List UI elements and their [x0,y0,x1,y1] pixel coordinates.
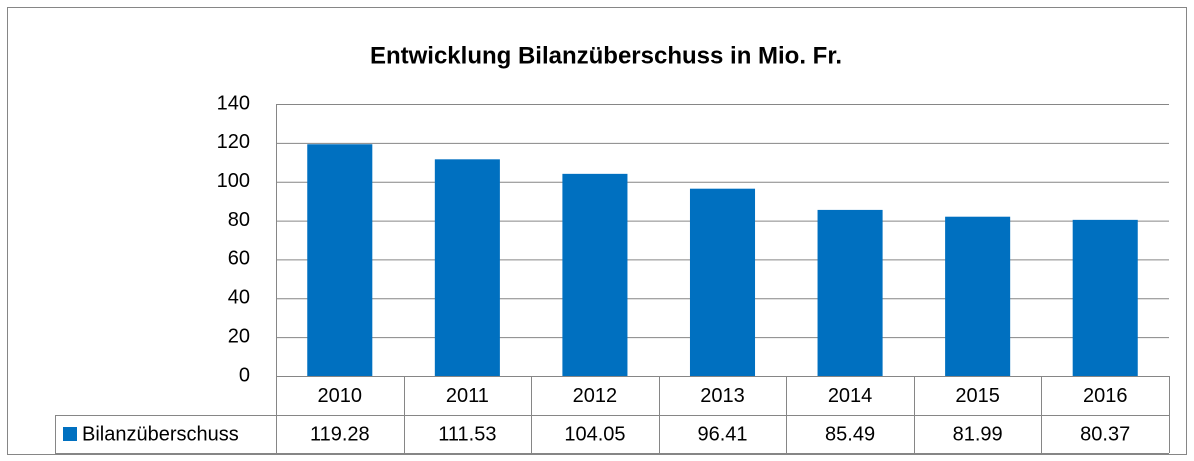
x-tick-label: 2015 [955,385,1000,407]
bar [562,173,628,376]
x-tick-label: 2014 [828,385,873,407]
y-tick-label: 60 [228,248,250,270]
table-value: 81.99 [953,423,1003,445]
y-tick-label: 80 [228,209,250,231]
table-value: 96.41 [697,423,747,445]
y-tick-label: 120 [217,131,250,153]
x-tick-label: 2012 [573,385,618,407]
x-tick-label: 2016 [1083,385,1128,407]
bar [1072,219,1138,376]
table-value: 111.53 [438,423,496,445]
table-value: 119.28 [310,423,370,445]
table-value: 104.05 [564,423,625,445]
table-value: 85.49 [825,423,875,445]
chart-title: Entwicklung Bilanzüberschuss in Mio. Fr. [370,42,842,69]
table-value: 80.37 [1080,423,1130,445]
y-tick-label: 40 [228,287,250,309]
legend-swatch [63,427,77,441]
bar [689,188,756,376]
x-tick-label: 2013 [700,385,745,407]
y-tick-label: 20 [228,325,250,347]
bar [817,209,883,376]
x-tick-label: 2010 [318,385,363,407]
y-tick-label: 0 [239,364,250,386]
x-tick-label: 2011 [446,385,489,407]
legend-label: Bilanzüberschuss [82,423,239,445]
bar [434,159,500,376]
y-tick-label: 140 [217,92,250,114]
bar [307,144,373,376]
y-tick-label: 100 [217,170,250,192]
bar [945,216,1011,376]
